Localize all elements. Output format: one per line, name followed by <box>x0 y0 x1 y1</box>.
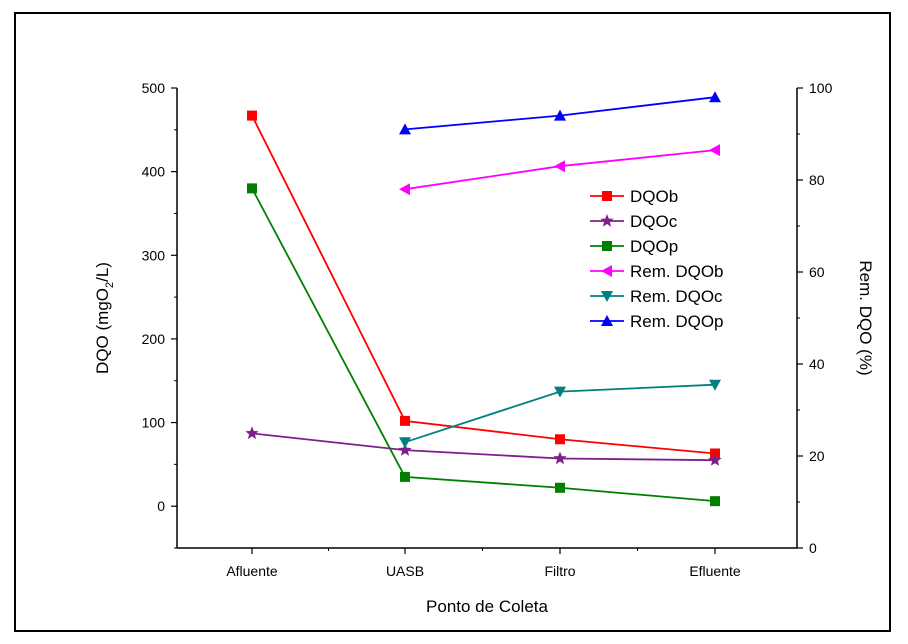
data-point-dqob <box>247 110 257 121</box>
y-left-tick-label: 400 <box>142 164 166 180</box>
data-point-dqop <box>555 482 565 493</box>
x-tick-label: Efluente <box>689 563 741 579</box>
data-point-dqob <box>555 434 565 445</box>
data-point-rem-dqop <box>554 109 566 121</box>
y-left-tick-label: 0 <box>157 498 165 514</box>
legend-marker-rem-dqob <box>601 265 612 277</box>
data-point-dqoc <box>553 451 567 465</box>
legend-marker-rem-dqop <box>601 315 613 326</box>
legend-label-dqop: DQOp <box>630 237 678 256</box>
data-point-dqoc <box>398 443 412 456</box>
plot-layer: 0 100 200 300 400 500 0 20 40 60 80 100 Afluente UASB… <box>93 80 875 616</box>
y-left-tick-label: 100 <box>142 415 166 431</box>
data-point-rem-dqoc <box>399 437 411 449</box>
y-right-tick-label: 20 <box>809 448 825 464</box>
series-line-dqop <box>251 187 716 503</box>
data-point-rem-dqop <box>399 123 411 135</box>
y-left-tick-label: 300 <box>142 247 166 263</box>
y-axis-left-label: DQO (mgO2/L) <box>93 262 116 374</box>
y-right-tick-label: 80 <box>809 172 825 188</box>
data-point-rem-dqop <box>709 91 721 103</box>
legend-marker-dqoc <box>600 214 614 227</box>
y-right-tick-label: 60 <box>809 264 825 280</box>
legend-label-rem-dqob: Rem. DQOb <box>630 262 724 281</box>
y-left-tick-label: 500 <box>142 80 166 96</box>
y-axis-right-label: Rem. DQO (%) <box>856 260 875 375</box>
data-point-rem-dqob <box>554 160 565 173</box>
y-right-tick-label: 40 <box>809 356 825 372</box>
x-tick-label: Afluente <box>226 563 278 579</box>
data-point-dqoc <box>708 453 722 466</box>
series-line-dqoc <box>251 432 716 462</box>
chart-frame <box>14 12 891 632</box>
legend-marker-dqop <box>602 241 612 251</box>
legend-label-dqob: DQOb <box>630 187 678 206</box>
x-axis-label: Ponto de Coleta <box>426 597 548 616</box>
series-line-dqob <box>251 115 716 455</box>
data-point-dqop <box>710 496 720 507</box>
x-tick-label: UASB <box>386 563 424 579</box>
y-right-tick-label: 100 <box>809 80 833 96</box>
legend-label-rem-dqoc: Rem. DQOc <box>630 287 723 306</box>
data-point-dqop <box>400 471 410 482</box>
series-line-rem-dqob <box>404 149 716 191</box>
x-tick-label: Filtro <box>544 563 575 579</box>
legend-label-rem-dqop: Rem. DQOp <box>630 312 724 331</box>
data-point-dqop <box>247 183 257 194</box>
data-point-rem-dqob <box>399 183 410 196</box>
data-point-rem-dqob <box>709 144 720 157</box>
y-right-tick-label: 0 <box>809 540 817 556</box>
data-point-dqoc <box>245 426 259 440</box>
data-point-dqob <box>400 415 410 426</box>
data-point-rem-dqoc <box>554 386 566 398</box>
data-point-rem-dqoc <box>709 379 721 391</box>
legend-marker-rem-dqoc <box>601 291 613 302</box>
legend-marker-dqob <box>602 191 612 201</box>
legend-label-dqoc: DQOc <box>630 212 678 231</box>
y-left-tick-label: 200 <box>142 331 166 347</box>
